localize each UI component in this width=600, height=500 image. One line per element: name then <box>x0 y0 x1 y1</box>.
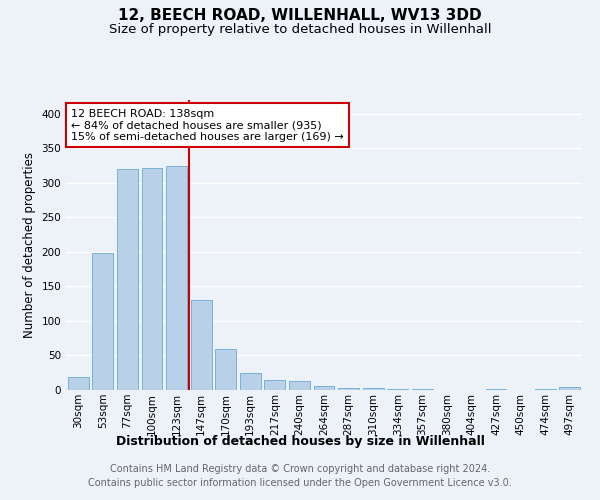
Bar <box>191 300 212 390</box>
Bar <box>289 381 310 390</box>
Bar <box>117 169 138 390</box>
Bar <box>142 168 163 390</box>
Text: Contains HM Land Registry data © Crown copyright and database right 2024.
Contai: Contains HM Land Registry data © Crown c… <box>88 464 512 487</box>
Bar <box>240 372 261 390</box>
Text: 12, BEECH ROAD, WILLENHALL, WV13 3DD: 12, BEECH ROAD, WILLENHALL, WV13 3DD <box>118 8 482 22</box>
Bar <box>265 380 286 390</box>
Bar <box>338 388 359 390</box>
Bar <box>92 254 113 390</box>
Bar <box>485 388 506 390</box>
Bar <box>166 166 187 390</box>
Text: Distribution of detached houses by size in Willenhall: Distribution of detached houses by size … <box>116 435 484 448</box>
Bar <box>559 387 580 390</box>
Bar <box>68 377 89 390</box>
Bar <box>362 388 383 390</box>
Text: Size of property relative to detached houses in Willenhall: Size of property relative to detached ho… <box>109 22 491 36</box>
Bar <box>314 386 334 390</box>
Bar <box>215 348 236 390</box>
Text: 12 BEECH ROAD: 138sqm
← 84% of detached houses are smaller (935)
15% of semi-det: 12 BEECH ROAD: 138sqm ← 84% of detached … <box>71 108 344 142</box>
Y-axis label: Number of detached properties: Number of detached properties <box>23 152 36 338</box>
